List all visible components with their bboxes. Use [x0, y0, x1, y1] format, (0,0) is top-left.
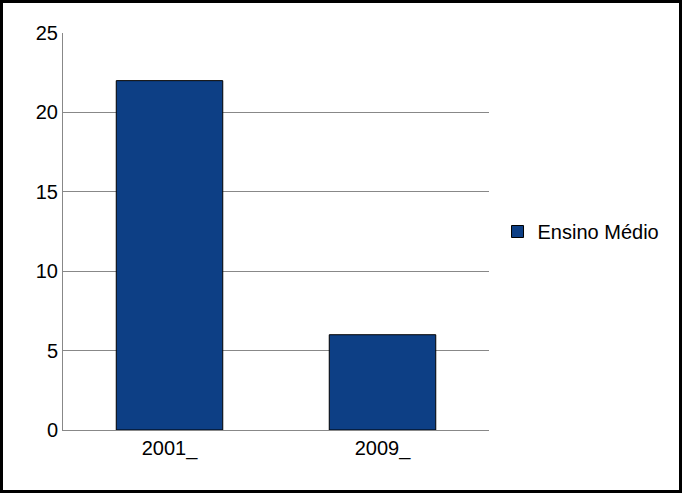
- svg-text:10: 10: [36, 260, 58, 282]
- svg-text:25: 25: [36, 22, 58, 44]
- svg-text:2009_: 2009_: [355, 437, 411, 460]
- svg-text:15: 15: [36, 181, 58, 203]
- svg-text:20: 20: [36, 101, 58, 123]
- svg-text:Ensino Médio: Ensino Médio: [538, 221, 659, 243]
- svg-text:0: 0: [47, 419, 58, 441]
- svg-text:5: 5: [47, 340, 58, 362]
- svg-text:2001_: 2001_: [142, 437, 198, 460]
